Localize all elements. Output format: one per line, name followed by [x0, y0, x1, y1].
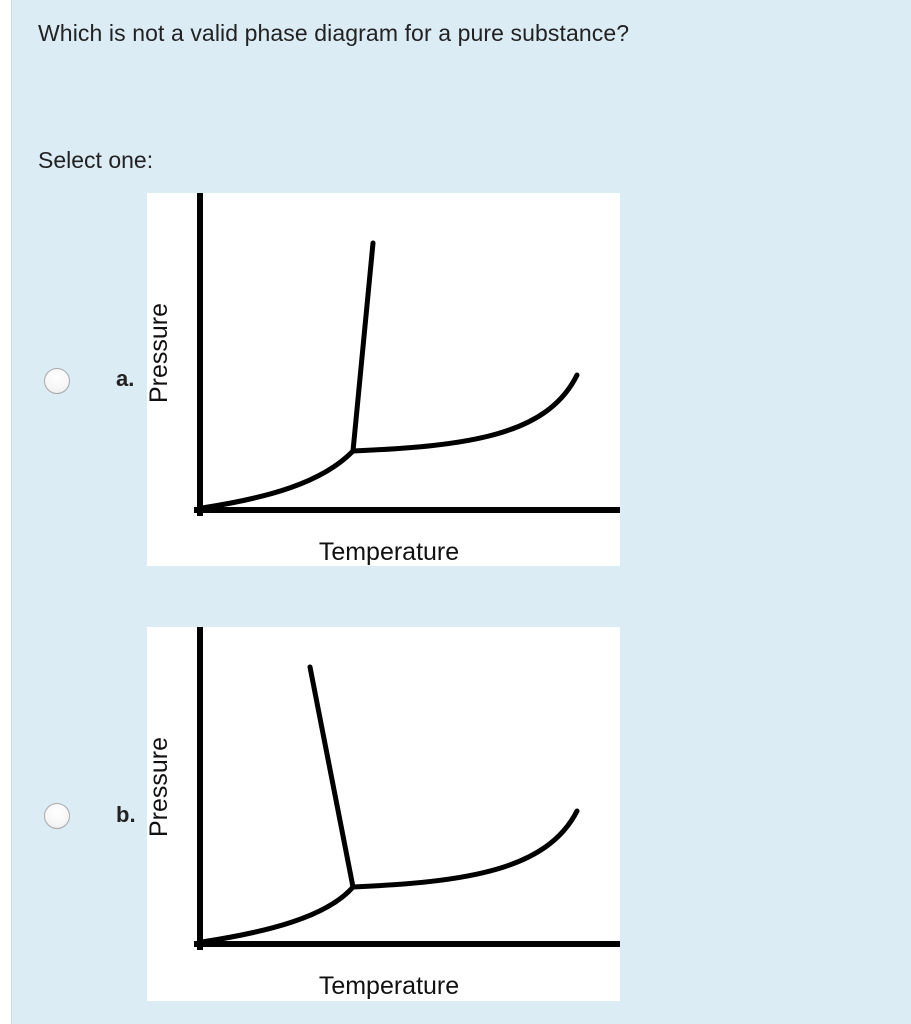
melting-curve — [307, 664, 356, 890]
vaporization-curve — [350, 808, 580, 890]
option-b-diagram: Pressure Temperature — [147, 627, 620, 1001]
question-text: Which is not a valid phase diagram for a… — [38, 20, 630, 46]
sublimation-curve — [199, 884, 356, 945]
y-axis-label: Pressure — [147, 303, 173, 403]
x-axis-label: Temperature — [319, 538, 459, 566]
vaporization-curve — [350, 372, 580, 454]
select-prompt: Select one: — [38, 147, 154, 173]
y-axis-label: Pressure — [147, 737, 173, 837]
option-b-radio[interactable] — [44, 803, 70, 829]
option-a-diagram: Pressure Temperature — [147, 193, 620, 566]
option-a-radio[interactable] — [44, 368, 70, 394]
option-b-letter: b. — [116, 802, 136, 827]
sublimation-curve — [199, 448, 356, 511]
phase-diagram-b: Pressure Temperature — [147, 627, 620, 1000]
option-a-letter: a. — [116, 366, 135, 391]
x-axis-label: Temperature — [319, 972, 459, 1000]
melting-curve — [350, 240, 376, 454]
phase-diagram-a: Pressure Temperature — [147, 193, 620, 566]
